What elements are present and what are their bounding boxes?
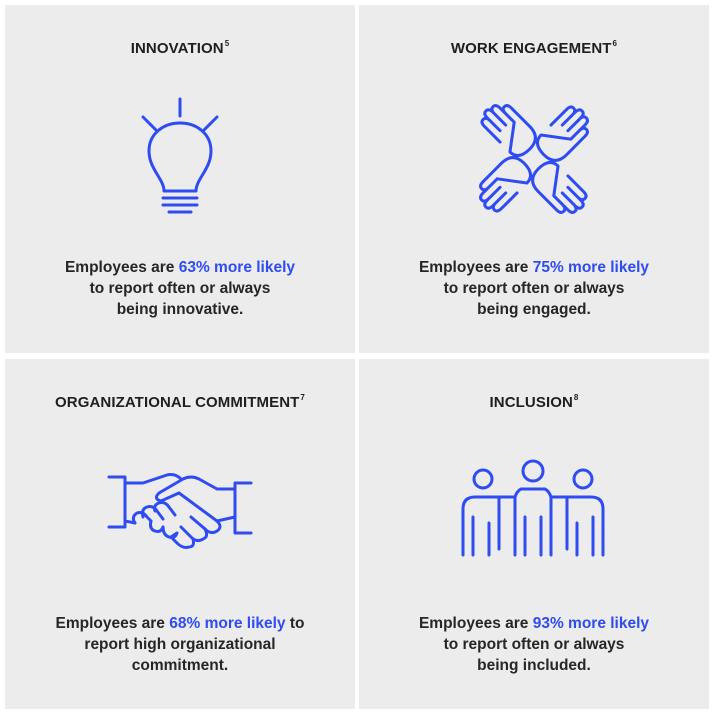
card-description: Employees are 68% more likely to report … xyxy=(55,615,305,674)
footnote-marker: 8 xyxy=(573,393,579,402)
stat-card-innovation: INNOVATION5 Employees are 63% more likel… xyxy=(5,5,355,353)
card-description: Employees are 63% more likely to report … xyxy=(64,259,296,318)
group-of-people-icon xyxy=(459,459,609,559)
highlight-stat: 93% more likely xyxy=(532,615,650,632)
footnote-marker: 7 xyxy=(300,393,305,402)
card-title: INCLUSION8 xyxy=(489,393,579,411)
footnote-marker: 6 xyxy=(612,39,618,48)
footnote-marker: 5 xyxy=(224,39,230,48)
card-title: WORK ENGAGEMENT6 xyxy=(450,39,618,57)
stat-card-inclusion: INCLUSION8 Employees are 93% more likely xyxy=(359,359,709,709)
card-description: Employees are 75% more likely to report … xyxy=(418,259,650,318)
card-title: ORGANIZATIONAL COMMITMENT7 xyxy=(55,393,305,411)
stat-card-work-engagement: WORK ENGAGEMENT6 Employees are 75% more … xyxy=(359,5,709,353)
handshake-icon xyxy=(105,459,255,559)
card-title: INNOVATION5 xyxy=(130,39,230,57)
highlight-stat: 63% more likely xyxy=(178,259,296,276)
stat-card-organizational-commitment: ORGANIZATIONAL COMMITMENT7 Employees are… xyxy=(5,359,355,709)
highlight-stat: 75% more likely xyxy=(532,259,650,276)
lightbulb-icon xyxy=(125,93,235,233)
highlight-stat: 68% more likely xyxy=(169,615,286,632)
four-hands-icon xyxy=(464,93,604,233)
card-description: Employees are 93% more likely to report … xyxy=(418,615,650,674)
